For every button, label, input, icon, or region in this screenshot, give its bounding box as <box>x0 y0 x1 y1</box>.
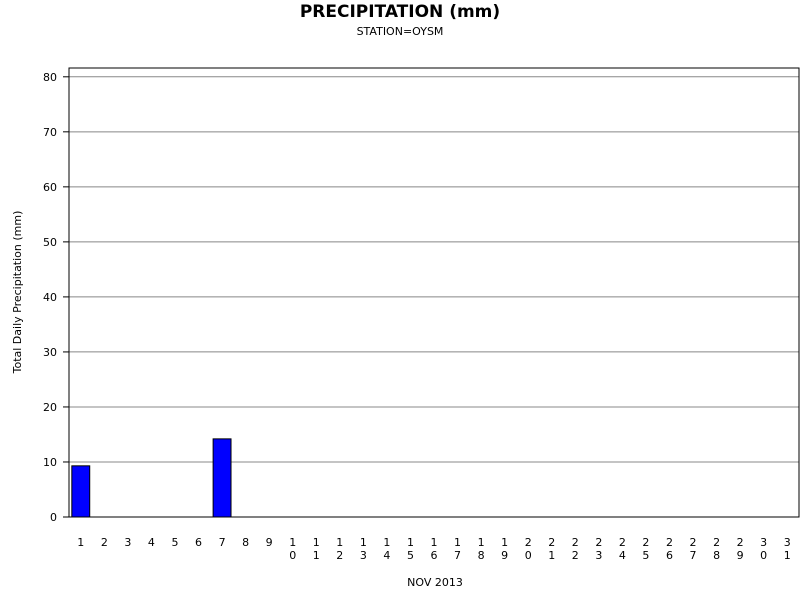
bar <box>212 438 232 518</box>
x-tick-label: 1 <box>77 536 84 549</box>
y-tick-label: 10 <box>43 456 57 469</box>
y-tick-label: 70 <box>43 126 57 139</box>
x-tick-label: 6 <box>195 536 202 549</box>
x-tick-label: 7 <box>219 536 226 549</box>
x-tick-label: 4 <box>148 536 155 549</box>
chart-subtitle: STATION=OYSM <box>357 25 444 38</box>
y-tick-label: 20 <box>43 401 57 414</box>
x-tick-label: 5 <box>171 536 178 549</box>
x-axis-label: NOV 2013 <box>407 576 463 589</box>
y-tick-label: 50 <box>43 236 57 249</box>
y-axis-label: Total Daily Precipitation (mm) <box>11 211 24 375</box>
plot-frame <box>68 67 800 518</box>
y-tick-label: 0 <box>50 511 57 524</box>
chart-title: PRECIPITATION (mm) <box>300 2 500 22</box>
y-tick-label: 30 <box>43 346 57 359</box>
x-tick-label: 3 <box>124 536 131 549</box>
bar <box>71 465 91 518</box>
x-tick-label: 9 <box>266 536 273 549</box>
y-tick-label: 60 <box>43 181 57 194</box>
x-tick-label: 2 <box>101 536 108 549</box>
y-tick-label: 80 <box>43 71 57 84</box>
x-tick-label: 8 <box>242 536 249 549</box>
y-tick-label: 40 <box>43 291 57 304</box>
